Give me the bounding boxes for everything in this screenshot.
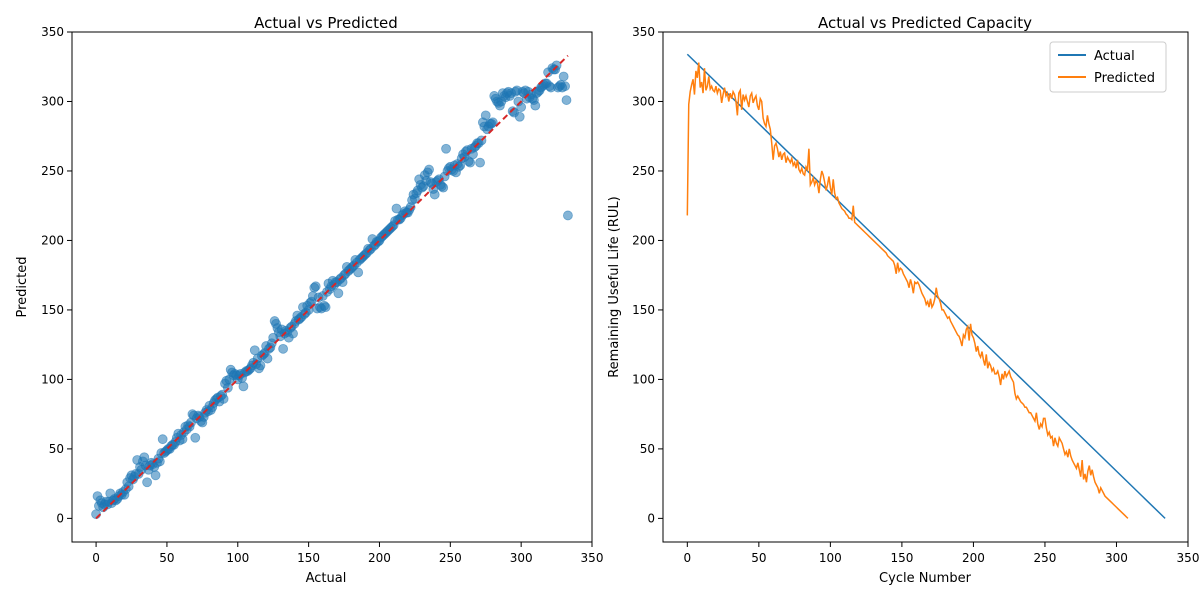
scatter-panel: Actual vs Predicted Actual Predicted 0 50… xyxy=(15,14,603,586)
scatter-point xyxy=(262,353,273,364)
line-ytick-label: 200 xyxy=(632,233,655,247)
line-xtick-label: 300 xyxy=(1105,551,1128,565)
scatter-xtick-label: 0 xyxy=(92,551,100,565)
scatter-ylabel: Predicted xyxy=(15,256,30,317)
scatter-point xyxy=(190,432,201,443)
line-ytick-label: 250 xyxy=(632,164,655,178)
scatter-xtick-label: 350 xyxy=(581,551,604,565)
line-ytick-label: 50 xyxy=(640,442,655,456)
scatter-point xyxy=(441,143,451,154)
scatter-point xyxy=(320,302,331,313)
scatter-xtick-label: 150 xyxy=(297,551,320,565)
scatter-ytick-label: 350 xyxy=(41,25,64,39)
scatter-point xyxy=(424,164,434,175)
line-xtick-label: 250 xyxy=(1033,551,1056,565)
scatter-point xyxy=(530,100,541,111)
scatter-point xyxy=(480,110,491,121)
line-title: Actual vs Predicted Capacity xyxy=(818,14,1032,32)
scatter-point xyxy=(310,281,321,292)
scatter-point xyxy=(429,189,440,200)
scatter-xlabel: Actual xyxy=(306,571,347,586)
line-ticks: 0 50 100 150 200 250 300 350 0 50 100 150 200 250 300 3… xyxy=(632,25,1199,565)
line-ytick-label: 150 xyxy=(632,303,655,317)
scatter-point xyxy=(465,157,476,168)
legend-actual-label: Actual xyxy=(1094,49,1135,64)
scatter-point xyxy=(438,182,449,193)
line-ytick-label: 0 xyxy=(647,511,655,525)
scatter-points xyxy=(91,60,573,520)
actual-series-line xyxy=(686,53,1166,519)
scatter-point xyxy=(514,111,525,122)
scatter-point xyxy=(157,434,168,445)
scatter-ytick-label: 100 xyxy=(41,372,64,386)
scatter-xtick-label: 300 xyxy=(510,551,533,565)
scatter-point xyxy=(288,328,298,339)
scatter-xtick-label: 50 xyxy=(159,551,174,565)
scatter-point xyxy=(558,71,569,82)
scatter-ytick-label: 50 xyxy=(49,442,64,456)
line-xlabel: Cycle Number xyxy=(879,571,972,586)
legend-predicted-label: Predicted xyxy=(1094,71,1155,86)
scatter-point xyxy=(353,267,364,278)
scatter-point xyxy=(142,477,152,488)
predicted-series-line xyxy=(686,62,1129,519)
scatter-xtick-label: 100 xyxy=(226,551,249,565)
scatter-xtick-label: 200 xyxy=(368,551,391,565)
scatter-ytick-label: 150 xyxy=(41,303,64,317)
line-ytick-label: 100 xyxy=(632,372,655,386)
line-xtick-label: 100 xyxy=(819,551,842,565)
scatter-point xyxy=(238,381,249,392)
scatter-ytick-label: 200 xyxy=(41,233,64,247)
scatter-point xyxy=(278,343,289,354)
line-ylabel: Remaining Useful Life (RUL) xyxy=(607,196,622,378)
scatter-point xyxy=(560,81,570,92)
line-panel: Actual vs Predicted Capacity Cycle Numbe… xyxy=(607,14,1199,586)
scatter-title: Actual vs Predicted xyxy=(254,14,398,32)
line-xtick-label: 150 xyxy=(890,551,913,565)
scatter-ytick-label: 250 xyxy=(41,164,64,178)
line-xtick-label: 200 xyxy=(962,551,985,565)
scatter-point xyxy=(487,117,498,128)
scatter-point xyxy=(333,288,344,299)
scatter-xtick-label: 250 xyxy=(439,551,462,565)
line-ytick-label: 300 xyxy=(632,94,655,108)
scatter-ytick-label: 0 xyxy=(56,511,64,525)
line-xtick-label: 50 xyxy=(751,551,766,565)
scatter-plot-area xyxy=(71,31,593,543)
scatter-point xyxy=(563,210,573,221)
line-ytick-label: 350 xyxy=(632,25,655,39)
scatter-point xyxy=(561,95,572,105)
scatter-point xyxy=(150,470,161,481)
line-plot-area xyxy=(662,31,1189,543)
scatter-point xyxy=(475,157,485,168)
scatter-point xyxy=(255,360,266,371)
scatter-ticks: 0 50 100 150 200 250 300 350 0 50 100 150 200 250 300 3… xyxy=(41,25,603,565)
line-xtick-label: 350 xyxy=(1177,551,1200,565)
legend: Actual Predicted xyxy=(1049,41,1167,93)
reference-line xyxy=(95,54,569,520)
scatter-ytick-label: 300 xyxy=(41,94,64,108)
line-xtick-label: 0 xyxy=(683,551,691,565)
